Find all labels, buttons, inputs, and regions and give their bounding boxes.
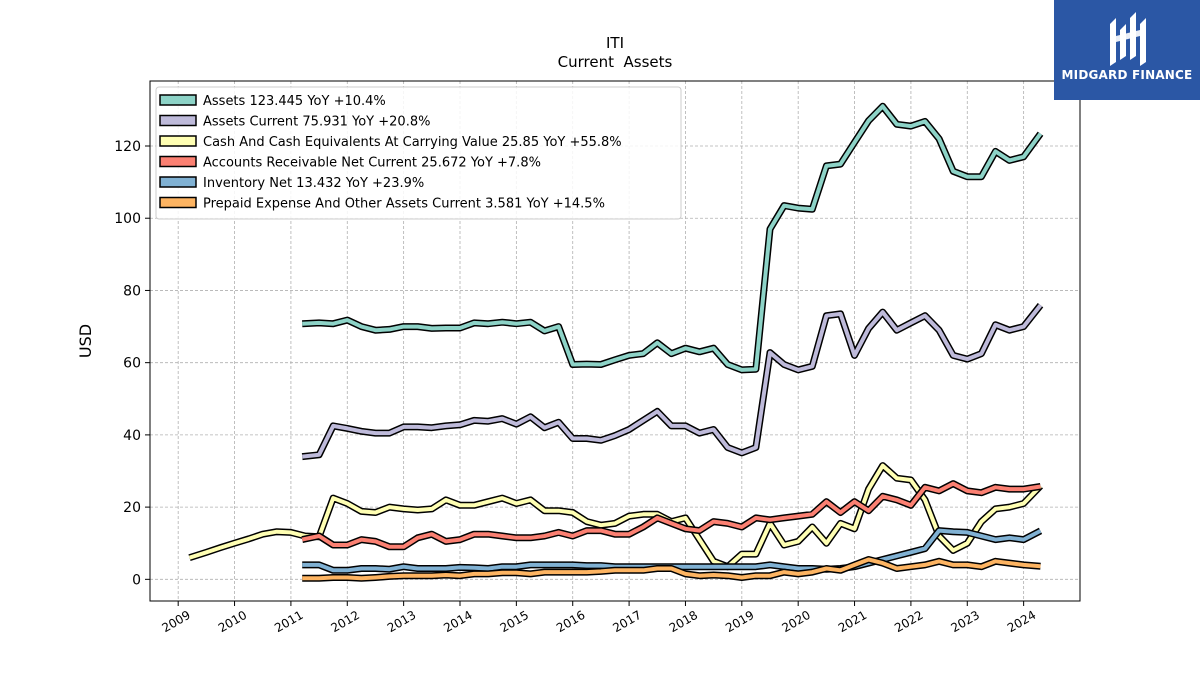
chart-subtitle: Current Assets (558, 53, 673, 71)
legend-box (155, 86, 682, 220)
legend-swatch (159, 114, 197, 127)
y-tick-label: 120 (114, 139, 141, 155)
series-line (302, 557, 1041, 581)
series-line (188, 463, 1042, 569)
legend-swatch (159, 155, 197, 168)
legend: Assets 123.445 YoY +10.4% Assets Current … (155, 86, 682, 220)
logo-text: MIDGARD FINANCE (1061, 68, 1193, 82)
legend-entry: Accounts Receivable Net Current 25.672 Y… (159, 155, 541, 171)
series-line (301, 481, 1041, 549)
series-0 (302, 102, 1044, 374)
legend-entry: Inventory Net 13.432 YoY +23.9% (159, 176, 424, 191)
series-lines (188, 102, 1044, 582)
legend-swatch (159, 196, 197, 209)
legend-label: Cash And Cash Equivalents At Carrying Va… (203, 135, 622, 150)
series-line (302, 104, 1043, 372)
legend-entry: Prepaid Expense And Other Assets Current… (159, 196, 605, 212)
y-tick-label: 60 (123, 356, 141, 372)
series-line (301, 303, 1043, 459)
y-tick-label: 20 (123, 500, 141, 516)
y-axis-label: USD (76, 324, 95, 358)
legend-label: Inventory Net 13.432 YoY +23.9% (203, 176, 424, 191)
y-tick-label: 40 (123, 428, 141, 444)
legend-label: Accounts Receivable Net Current 25.672 Y… (203, 156, 541, 171)
series-1 (301, 303, 1044, 461)
series-2 (188, 462, 1044, 571)
series-3 (301, 480, 1042, 551)
plot-frame (149, 80, 1081, 602)
legend-swatch (159, 135, 197, 147)
legend-label: Assets Current 75.931 YoY +20.8% (203, 115, 430, 130)
legend-label: Prepaid Expense And Other Assets Current… (203, 197, 605, 212)
legend-label: Assets 123.445 YoY +10.4% (203, 94, 386, 109)
y-tick-label: 0 (132, 572, 141, 588)
legend-swatch (159, 94, 197, 106)
chart-title: ITI (606, 34, 624, 52)
midgard-logo-icon (1110, 12, 1146, 66)
legend-entry: Assets 123.445 YoY +10.4% (159, 94, 386, 109)
midgard-logo: MIDGARD FINANCE (1054, 0, 1200, 100)
y-tick-label: 100 (114, 211, 141, 227)
legend-swatch (159, 176, 197, 188)
y-tick-label: 80 (123, 283, 141, 299)
legend-entry: Cash And Cash Equivalents At Carrying Va… (159, 135, 622, 150)
legend-entry: Assets Current 75.931 YoY +20.8% (159, 114, 430, 130)
series-5 (302, 556, 1041, 582)
